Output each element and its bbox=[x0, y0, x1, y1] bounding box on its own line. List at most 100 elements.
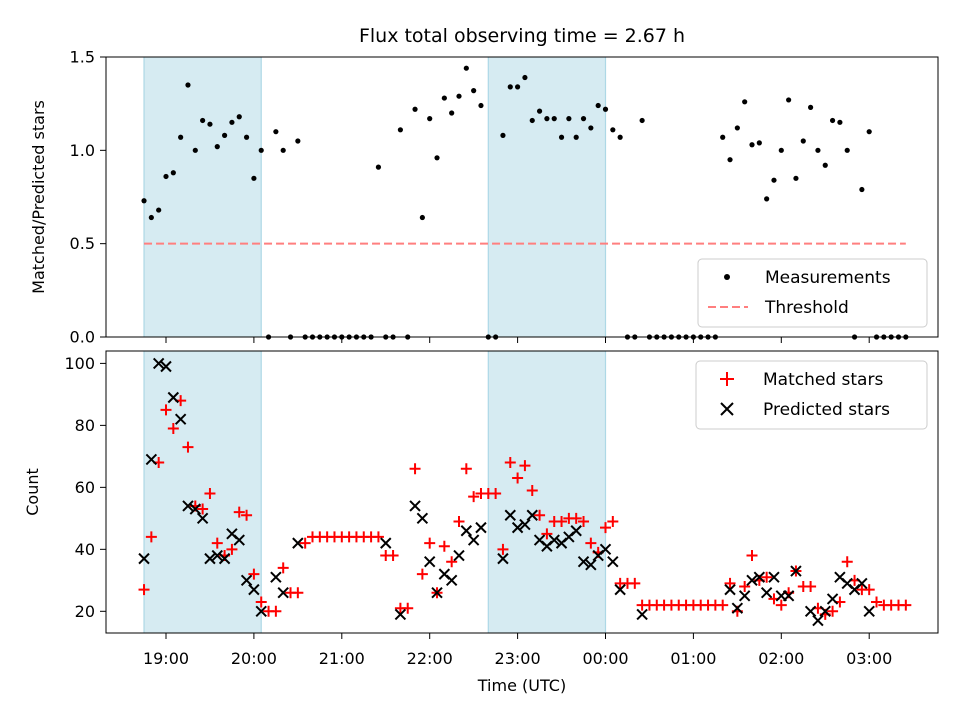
predicted-star-point bbox=[504, 509, 516, 521]
measurement-point bbox=[375, 164, 382, 170]
predicted-star-point bbox=[409, 500, 421, 512]
predicted-star-point bbox=[812, 614, 824, 627]
measurement-point bbox=[463, 65, 469, 71]
matched-star-point bbox=[607, 515, 619, 527]
predicted-star-point bbox=[255, 605, 267, 618]
predicted-star-point bbox=[636, 608, 648, 621]
count-panel: 20 40 60 80 100 19:00 20:00 21:00 22:00 23:00 00:… bbox=[23, 350, 939, 695]
measurement-point bbox=[756, 140, 762, 146]
predicted-star-point bbox=[380, 537, 392, 549]
predicted-star-point bbox=[277, 587, 289, 599]
matched-star-point bbox=[226, 543, 238, 555]
matched-star-point bbox=[270, 605, 282, 617]
predicted-legend-label: Predicted stars bbox=[763, 400, 890, 420]
measurement-point bbox=[829, 117, 836, 124]
ratio-panel: 0.0 0.5 1.0 1.5 Matched/Predicted stars Mea… bbox=[29, 48, 939, 347]
y-tick-label: 0.5 bbox=[70, 234, 95, 253]
measurement-point bbox=[734, 125, 740, 131]
predicted-star-point bbox=[467, 534, 480, 546]
matched-star-point bbox=[424, 537, 436, 549]
matched-star-point bbox=[871, 596, 883, 608]
measurement-point bbox=[602, 106, 609, 112]
matched-star-point bbox=[292, 587, 304, 599]
measurement-point bbox=[778, 147, 784, 153]
matched-star-point bbox=[519, 460, 531, 472]
predicted-star-point bbox=[782, 590, 795, 602]
matched-star-point bbox=[717, 599, 729, 611]
predicted-star-point bbox=[204, 552, 216, 565]
measurement-point bbox=[522, 74, 528, 81]
measurement-point bbox=[156, 207, 162, 213]
measurement-point bbox=[229, 119, 235, 125]
matched-star-point bbox=[490, 488, 502, 500]
predicted-star-point bbox=[511, 521, 524, 534]
threshold-legend-label: Threshold bbox=[764, 298, 849, 318]
measurement-point bbox=[141, 198, 147, 204]
matched-star-point bbox=[504, 457, 516, 469]
matched-legend-label: Matched stars bbox=[763, 370, 883, 390]
predicted-star-point bbox=[196, 512, 209, 525]
predicted-star-point bbox=[218, 552, 231, 565]
matched-star-point bbox=[372, 531, 384, 543]
matched-star-point bbox=[900, 599, 912, 611]
predicted-star-point bbox=[160, 360, 172, 373]
predicted-star-point bbox=[292, 537, 304, 549]
measurement-point bbox=[258, 147, 264, 153]
matched-star-point bbox=[724, 577, 736, 589]
measurement-point bbox=[837, 119, 843, 125]
measurement-point bbox=[178, 134, 184, 140]
measurement-point bbox=[742, 99, 748, 105]
matched-star-point bbox=[556, 515, 568, 527]
predicted-stars-series bbox=[138, 357, 875, 627]
matched-star-point bbox=[585, 537, 597, 549]
matched-star-point bbox=[277, 562, 289, 574]
bottom-legend: Matched stars Predicted stars bbox=[695, 360, 928, 430]
measurement-point bbox=[800, 138, 806, 144]
measurement-point bbox=[185, 82, 191, 88]
y-tick-label: 1.5 bbox=[70, 48, 95, 67]
y-tick-label: 0.0 bbox=[70, 328, 95, 347]
predicted-star-point bbox=[497, 552, 509, 565]
measurement-point bbox=[148, 214, 154, 221]
matched-star-point bbox=[409, 463, 421, 475]
predicted-star-point bbox=[423, 556, 436, 568]
observing-windows-bottom bbox=[143, 351, 607, 633]
predicted-star-point bbox=[445, 574, 458, 587]
bottom-axes-frame bbox=[105, 350, 939, 634]
matched-star-point bbox=[145, 531, 157, 543]
y-tick-label: 1.0 bbox=[70, 141, 95, 160]
measurement-point bbox=[720, 134, 726, 140]
matched-star-point bbox=[299, 537, 311, 549]
predicted-star-point bbox=[856, 577, 868, 590]
matched-star-point bbox=[863, 584, 875, 596]
measurement-point bbox=[471, 88, 477, 94]
matched-star-point bbox=[204, 488, 216, 500]
matched-star-point bbox=[387, 550, 399, 562]
measurement-point bbox=[544, 116, 550, 122]
matched-star-point bbox=[446, 556, 458, 568]
measurement-point bbox=[427, 116, 433, 122]
x-tick-label: 23:00 bbox=[495, 649, 541, 668]
matched-star-point bbox=[182, 441, 194, 453]
measurement-point bbox=[441, 95, 447, 101]
matched-star-point bbox=[255, 596, 267, 608]
measurement-point bbox=[515, 84, 521, 90]
measurement-point bbox=[822, 162, 828, 168]
bottom-y-axis-label: Count bbox=[23, 468, 42, 516]
measurement-point bbox=[595, 102, 601, 109]
measurement-point bbox=[207, 121, 213, 127]
bottom-x-axis: 19:00 20:00 21:00 22:00 23:00 00:00 01:00 02:00… bbox=[143, 633, 892, 668]
measurement-point bbox=[610, 127, 616, 133]
measurement-point bbox=[251, 175, 257, 181]
measurement-point bbox=[214, 144, 220, 150]
matched-legend-marker bbox=[720, 372, 734, 386]
bottom-y-axis: 20 40 60 80 100 bbox=[64, 354, 106, 621]
matched-star-point bbox=[248, 568, 260, 580]
matched-star-point bbox=[197, 503, 209, 515]
predicted-star-point bbox=[182, 500, 194, 512]
measurement-point bbox=[793, 175, 799, 181]
predicted-star-point bbox=[863, 605, 875, 618]
measurement-point bbox=[771, 177, 777, 183]
predicted-star-point bbox=[724, 583, 736, 596]
measurement-point bbox=[295, 138, 301, 144]
